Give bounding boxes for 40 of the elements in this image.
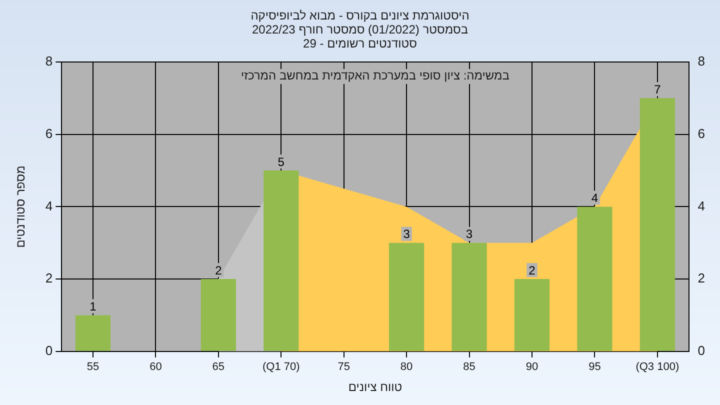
y-tick-label: 0	[45, 342, 53, 358]
bar	[388, 242, 424, 351]
bar	[200, 279, 236, 351]
data-label: 3	[466, 227, 473, 242]
x-tick-label: 85	[463, 361, 476, 374]
y-tick-label: 6	[45, 126, 53, 141]
x-tick-label: 55	[86, 361, 100, 374]
data-label: 1	[90, 300, 97, 314]
x-tick-label: 95	[588, 361, 601, 374]
x-tick-label: 80	[400, 361, 413, 374]
bar	[452, 242, 487, 351]
data-label: 2	[215, 263, 222, 278]
data-label: 4	[591, 191, 598, 206]
bar	[577, 206, 612, 351]
x-tick-label: (Q3 100)	[636, 361, 680, 374]
x-tick-label: (Q1 70)	[262, 361, 300, 374]
x-tick-label: 90	[526, 361, 538, 374]
bar	[514, 279, 550, 351]
x-tick-label: 65	[212, 361, 225, 374]
y-tick-label: 2	[45, 270, 53, 286]
x-axis-title: טווח ציונים	[348, 380, 402, 394]
data-label: 3	[403, 227, 410, 242]
y2-tick-label: 6	[698, 126, 706, 141]
y2-tick-label: 8	[698, 54, 706, 69]
y-tick-label: 8	[45, 54, 53, 69]
chart-title: היסטוגרמת ציונים בקורס - מבוא לביופיסיקה	[250, 8, 470, 22]
bar	[75, 315, 111, 351]
x-tick-label: 60	[150, 361, 162, 374]
data-label: 5	[278, 154, 285, 169]
x-tick-label: 75	[338, 361, 350, 374]
y2-tick-label: 0	[698, 342, 706, 358]
annotation: במשימה: ציון סופי במערכת האקדמית במחשב המרכזי	[240, 68, 510, 82]
chart-subtitle: בסמסטר (01/2022) סמסטר חורף 2022/23 סטודנטים רשומים - 29	[252, 22, 468, 50]
y2-tick-label: 4	[698, 198, 706, 214]
y-tick-label: 4	[45, 198, 53, 214]
data-label: 2	[528, 263, 536, 278]
data-label: 7	[654, 82, 662, 96]
y-axis-title: מספר סטודנטים	[14, 166, 28, 248]
bar	[640, 98, 675, 351]
y2-tick-label: 2	[698, 270, 706, 286]
